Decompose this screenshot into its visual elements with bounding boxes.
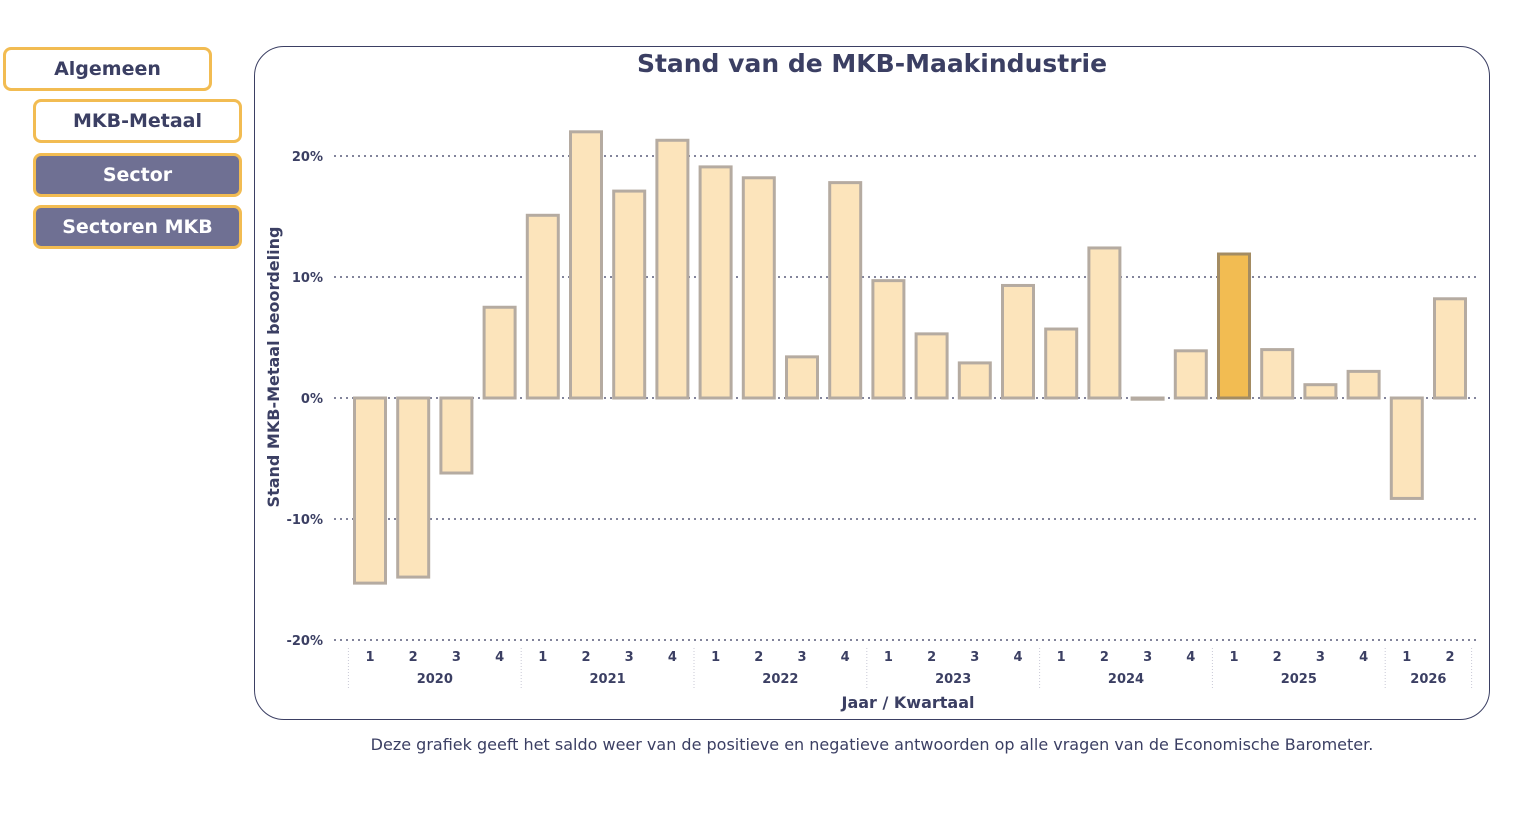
quarter-label: 1 bbox=[538, 650, 547, 665]
quarter-label: 3 bbox=[970, 650, 979, 665]
bar bbox=[698, 165, 733, 400]
year-label: 2024 bbox=[1108, 672, 1144, 687]
y-axis-ticks: 20% 10% 0% -10% -20% bbox=[286, 150, 323, 649]
bar bbox=[569, 130, 603, 400]
bar bbox=[1433, 297, 1467, 400]
quarter-label: 1 bbox=[1057, 650, 1066, 665]
chart-title: Stand van de MKB-Maakindustrie bbox=[636, 49, 1108, 78]
y-tick-label: 10% bbox=[292, 271, 323, 286]
quarter-label: 4 bbox=[1013, 650, 1022, 665]
y-tick-label: 20% bbox=[292, 150, 323, 165]
quarter-label: 4 bbox=[1359, 650, 1368, 665]
year-label: 2020 bbox=[417, 672, 453, 687]
quarter-label: 2 bbox=[754, 650, 763, 665]
bar bbox=[482, 305, 517, 400]
bar bbox=[612, 189, 647, 400]
quarter-label: 3 bbox=[1316, 650, 1325, 665]
quarter-label: 2 bbox=[409, 650, 418, 665]
bar bbox=[1260, 348, 1295, 400]
quarter-label: 2 bbox=[1273, 650, 1282, 665]
quarter-label: 1 bbox=[1402, 650, 1411, 665]
bar bbox=[1001, 283, 1035, 400]
y-axis-label: Stand MKB-Metaal beoordeling bbox=[264, 227, 283, 508]
quarter-label: 1 bbox=[711, 650, 720, 665]
bar bbox=[957, 361, 992, 400]
y-tick-label: -20% bbox=[286, 634, 323, 649]
bar bbox=[396, 396, 431, 579]
bar bbox=[871, 279, 906, 400]
bars bbox=[353, 130, 1467, 585]
year-label: 2026 bbox=[1410, 672, 1446, 687]
bar-highlighted bbox=[1217, 252, 1251, 400]
quarter-label: 1 bbox=[1229, 650, 1238, 665]
quarter-label: 4 bbox=[841, 650, 850, 665]
bar bbox=[1303, 383, 1338, 400]
quarter-label: 4 bbox=[495, 650, 504, 665]
bar bbox=[525, 213, 560, 400]
quarter-label: 3 bbox=[797, 650, 806, 665]
y-tick-label: 0% bbox=[301, 392, 323, 407]
bar bbox=[1346, 369, 1381, 400]
quarter-label: 3 bbox=[452, 650, 461, 665]
quarter-label: 4 bbox=[1186, 650, 1195, 665]
year-label: 2025 bbox=[1281, 672, 1317, 687]
quarter-label: 1 bbox=[365, 650, 374, 665]
bar bbox=[828, 181, 863, 400]
grid-layer bbox=[334, 155, 1478, 641]
x-axis-label: Jaar / Kwartaal bbox=[840, 693, 974, 712]
algemeen-button[interactable]: Algemeen bbox=[3, 47, 212, 91]
bar bbox=[439, 396, 474, 475]
y-tick-label: -10% bbox=[286, 513, 323, 528]
bar bbox=[1389, 396, 1424, 500]
bar bbox=[655, 138, 690, 400]
quarter-label: 1 bbox=[884, 650, 893, 665]
mkb-metaal-button[interactable]: MKB-Metaal bbox=[33, 99, 242, 143]
bar bbox=[914, 332, 949, 400]
bar bbox=[353, 396, 387, 585]
bar bbox=[1173, 349, 1208, 400]
quarter-label: 2 bbox=[1100, 650, 1109, 665]
sector-button[interactable]: Sector bbox=[33, 153, 242, 197]
bar bbox=[1087, 246, 1122, 400]
year-label: 2023 bbox=[935, 672, 971, 687]
year-label: 2022 bbox=[762, 672, 798, 687]
bar bbox=[1130, 396, 1165, 401]
bar bbox=[741, 176, 776, 400]
quarter-label: 2 bbox=[581, 650, 590, 665]
year-label: 2021 bbox=[590, 672, 626, 687]
quarter-label: 2 bbox=[1445, 650, 1454, 665]
chart-caption: Deze grafiek geeft het saldo weer van de… bbox=[370, 735, 1374, 754]
bar bbox=[1044, 327, 1079, 400]
quarter-label: 4 bbox=[668, 650, 677, 665]
sectoren-mkb-button[interactable]: Sectoren MKB bbox=[33, 205, 242, 249]
quarter-label: 2 bbox=[927, 650, 936, 665]
quarter-label: 3 bbox=[625, 650, 634, 665]
bar bbox=[785, 355, 819, 400]
quarter-label: 3 bbox=[1143, 650, 1152, 665]
x-axis-ticks: 1 2 3 4 1 2 3 4 1 2 3 4 1 2 3 4 1 2 3 4 1 2 3 4 1 2 2020 2021 2022 20… bbox=[347, 648, 1473, 690]
